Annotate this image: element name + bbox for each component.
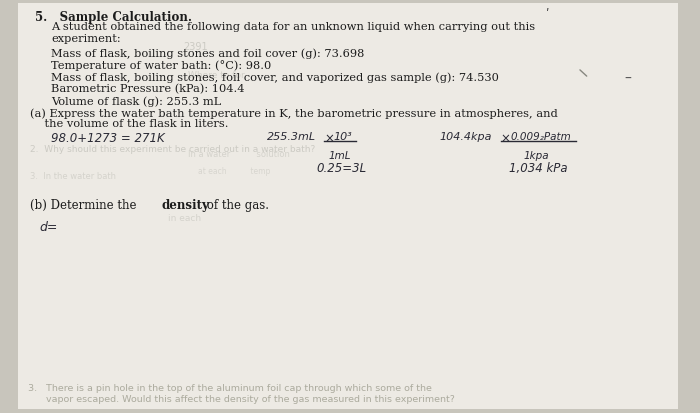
Text: 1,034 kPa: 1,034 kPa (509, 161, 568, 175)
Text: 2391: 2391 (183, 42, 207, 52)
Text: 10³: 10³ (334, 132, 353, 142)
Text: 1mL: 1mL (329, 151, 351, 161)
Text: 5.   Sample Calculation.: 5. Sample Calculation. (34, 11, 192, 24)
Text: 104.4kpa: 104.4kpa (440, 132, 492, 142)
Text: Temperature of water bath: (°C): 98.0: Temperature of water bath: (°C): 98.0 (51, 60, 272, 71)
Text: Volume of flask (g): 255.3 mL: Volume of flask (g): 255.3 mL (51, 96, 222, 106)
Text: In a water          solution: In a water solution (188, 150, 290, 159)
Text: vapor escaped. Would this affect the density of the gas measured in this experim: vapor escaped. Would this affect the den… (28, 394, 454, 403)
Text: 0.25=3L: 0.25=3L (316, 161, 366, 175)
Text: Where to for: Where to for (188, 71, 244, 80)
Text: 1kpa: 1kpa (524, 151, 550, 161)
Text: Barometric Pressure (kPa): 104.4: Barometric Pressure (kPa): 104.4 (51, 84, 245, 94)
Text: Mass of flask, boiling stones, foil cover, and vaporized gas sample (g): 74.530: Mass of flask, boiling stones, foil cove… (51, 72, 499, 82)
FancyBboxPatch shape (18, 4, 678, 409)
Text: (b) Determine the: (b) Determine the (29, 199, 140, 211)
Text: –: – (624, 72, 631, 86)
Text: ʹ: ʹ (545, 8, 549, 21)
Text: 3.  In the water bath: 3. In the water bath (29, 171, 136, 180)
Text: ×: × (500, 132, 511, 145)
Text: Mass of flask, boiling stones and foil cover (g): 73.698: Mass of flask, boiling stones and foil c… (51, 48, 365, 58)
Text: d=: d= (39, 221, 58, 233)
Text: of the gas.: of the gas. (202, 199, 269, 211)
Text: 98.0+1273 = 271K: 98.0+1273 = 271K (51, 132, 165, 145)
Text: 2.  Why should this experiment be carried out in a water bath?: 2. Why should this experiment be carried… (29, 145, 315, 154)
Text: (a) Express the water bath temperature in K, the barometric pressure in atmosphe: (a) Express the water bath temperature i… (29, 108, 557, 118)
Text: density: density (161, 199, 209, 211)
Text: 3.   There is a pin hole in the top of the aluminum foil cap through which some : 3. There is a pin hole in the top of the… (28, 383, 431, 392)
Text: 255.3mL: 255.3mL (267, 132, 316, 142)
Text: experiment:: experiment: (51, 34, 121, 44)
Text: 0.009₂Patm: 0.009₂Patm (511, 132, 571, 142)
Text: the volume of the flask in liters.: the volume of the flask in liters. (29, 119, 228, 129)
Text: in each: in each (168, 214, 258, 223)
Text: A student obtained the following data for an unknown liquid when carrying out th: A student obtained the following data fo… (51, 22, 536, 32)
Text: ×: × (324, 132, 334, 145)
Text: at each          temp: at each temp (197, 166, 270, 176)
